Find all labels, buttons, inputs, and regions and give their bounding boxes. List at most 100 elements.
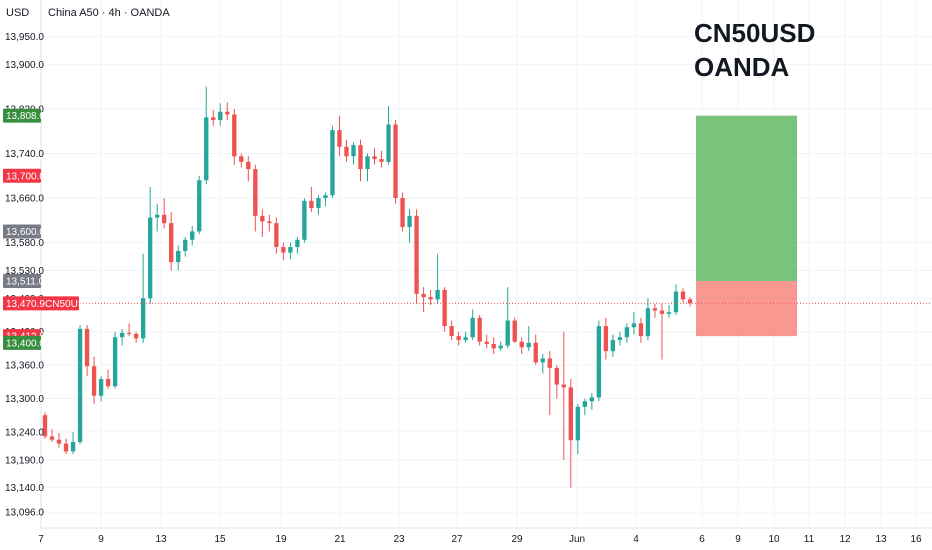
candle-body-up (673, 291, 679, 313)
candle-body-up (435, 289, 440, 300)
x-tick-label: 12 (839, 534, 851, 545)
candle-body-up (295, 239, 300, 248)
candle-body-up (112, 337, 118, 387)
candle-body-up (197, 180, 202, 232)
candle-body-up (204, 117, 209, 181)
candle-body-down (232, 114, 237, 157)
candle-body-down (372, 156, 377, 160)
candle-body-down (133, 333, 139, 339)
candle-body-up (365, 156, 370, 170)
y-tick-label: 13,950.0 (5, 32, 44, 43)
candle-body-up (526, 342, 531, 348)
candle-body-up (645, 308, 651, 337)
price-badge-bg (3, 224, 41, 239)
candle-body-down (554, 367, 559, 385)
candle-body-up (77, 328, 83, 442)
candle-body-down (421, 293, 426, 298)
x-tick-label: 13 (155, 534, 167, 545)
candle-body-down (449, 326, 454, 337)
y-tick-label: 13,530.0 (5, 266, 44, 277)
candle-body-down (561, 384, 566, 388)
time-axis[interactable]: 7 9 13 15 19 21 23 27 29 Jun 4 6 9 10 11 12 13 16 (38, 534, 922, 545)
long-position-tool[interactable] (696, 115, 797, 337)
x-tick-label: Jun (569, 534, 585, 545)
candle-body-down (105, 379, 111, 387)
symbol-legend[interactable]: China A50 · 4h · OANDA (48, 7, 170, 19)
y-tick-label: 13,190.0 (5, 455, 44, 466)
candle-body-down (84, 328, 90, 367)
candle-body-down (512, 320, 517, 342)
x-tick-label: 9 (98, 534, 104, 545)
candle-body-up (98, 379, 104, 396)
candle-body-down (533, 342, 538, 363)
candle-body-down (274, 223, 279, 248)
price-badge-label: 13,600.0 (6, 227, 45, 238)
candle-body-up (617, 337, 623, 341)
candle-body-down (344, 146, 349, 157)
candle-body-up (155, 214, 160, 218)
x-tick-label: 4 (633, 534, 639, 545)
y-tick-label: 13,360.0 (5, 361, 44, 372)
candle-body-up (302, 200, 307, 240)
candle-body-up (351, 145, 356, 157)
candle-body-down (687, 299, 693, 304)
candle-body-up (190, 231, 195, 240)
candle-body-down (652, 308, 658, 311)
candle-body-up (666, 312, 672, 314)
candle-body-up (596, 326, 602, 398)
candle-body-up (624, 327, 630, 338)
candle-body-up (323, 195, 328, 199)
y-tick-label: 13,240.0 (5, 427, 44, 438)
candle-body-down (547, 358, 552, 368)
candle-body-down (49, 436, 55, 440)
candle-body-down (253, 169, 258, 216)
candle-body-down (400, 198, 405, 227)
price-badge-bg (3, 108, 41, 123)
x-tick-label: 19 (275, 534, 287, 545)
x-tick-label: 11 (804, 534, 815, 545)
price-badge-label: 13,400.0 (6, 338, 45, 349)
candle-body-down (379, 159, 384, 162)
price-badge-bg (3, 296, 79, 311)
candle-body-down (42, 415, 48, 437)
candle-body-up (575, 406, 580, 441)
price-badge-label: 13,808.0 (6, 111, 45, 122)
candle-body-up (147, 217, 153, 299)
candle-body-down (169, 223, 174, 263)
candle-body-up (218, 111, 223, 121)
candle-body-down (246, 161, 251, 170)
candle-body-down (91, 366, 97, 396)
candle-body-down (358, 145, 363, 170)
price-badge-label: 13,700.0 (6, 171, 45, 182)
candle-body-down (491, 343, 496, 349)
y-tick-label: 13,140.0 (5, 483, 44, 494)
candle-body-up (631, 323, 637, 328)
candle-body-down (309, 200, 314, 209)
candle-body-down (126, 332, 132, 334)
candle-body-up (407, 215, 412, 227)
y-tick-label: 13,900.0 (5, 60, 44, 71)
x-tick-label: 29 (511, 534, 523, 545)
symbol-watermark: CN50USD (694, 18, 815, 48)
x-tick-label: 16 (910, 534, 922, 545)
candle-body-up (119, 332, 125, 338)
price-badge-bg (3, 335, 41, 350)
candle-body-down (428, 297, 433, 300)
candle-body-up (386, 124, 391, 162)
x-tick-label: 15 (214, 534, 226, 545)
x-tick-label: 9 (735, 534, 741, 545)
candle-body-down (162, 214, 167, 224)
price-badge-symbol: CN50USD (45, 299, 92, 310)
stop-zone (696, 281, 797, 337)
candle-body-down (225, 111, 230, 115)
price-badge-bg (3, 274, 41, 289)
candle-body-up (589, 397, 595, 402)
x-tick-label: 6 (699, 534, 705, 545)
candle-body-up (463, 337, 468, 341)
x-tick-label: 10 (768, 534, 780, 545)
candle-body-down (281, 247, 286, 253)
candle-body-down (260, 215, 265, 222)
candle-body-down (519, 341, 524, 348)
candle-body-up (140, 298, 146, 339)
